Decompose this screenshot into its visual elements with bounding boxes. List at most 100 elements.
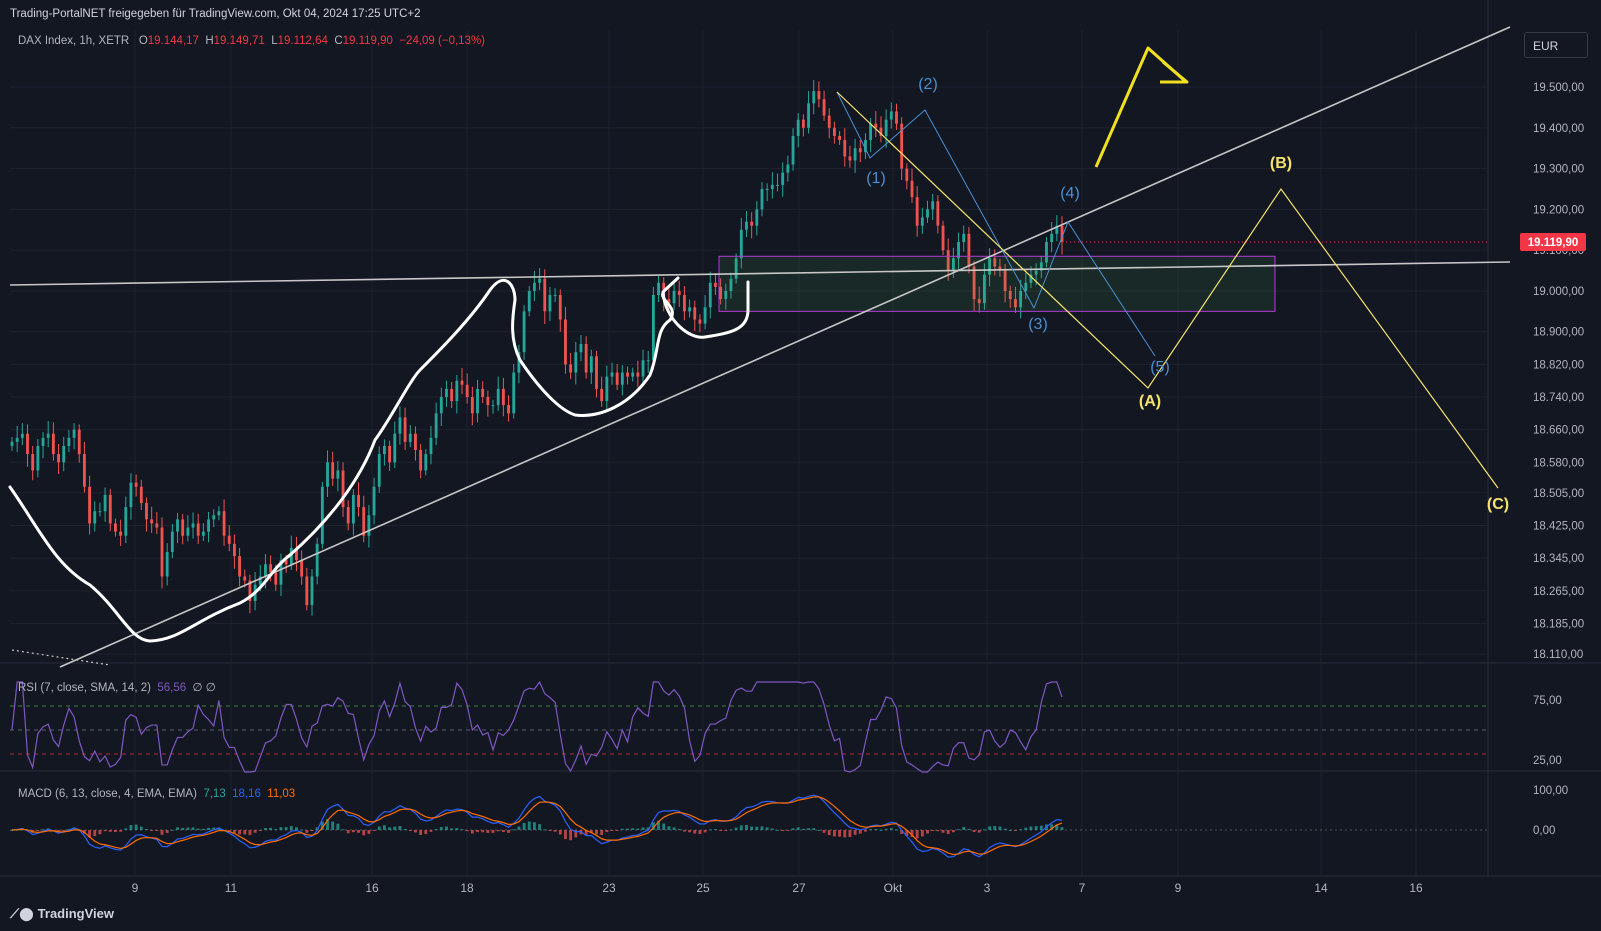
candle-body [336,470,340,479]
macd-histogram-bar [801,828,805,830]
candle-body [998,266,1002,271]
macd-histogram-bar [615,830,619,831]
candle-body [564,319,567,365]
time-tick-label: 14 [1314,881,1328,895]
candle-body [315,543,319,577]
candle-body [993,258,997,267]
macd-histogram-bar [812,828,816,830]
macd-histogram-bar [905,830,909,836]
macd-histogram-bar [351,830,355,833]
candle-body [1029,274,1033,283]
price-tick-label: 18.185,00 [1533,618,1584,630]
macd-histogram-bar [145,829,148,831]
macd-histogram-bar [1019,829,1023,831]
macd-histogram-bar [977,830,981,833]
candle-body [62,445,66,463]
macd-histogram-bar [424,830,428,835]
candle-body [98,511,102,513]
macd-histogram-bar [719,830,723,831]
candle-body [496,388,500,406]
candle-body [646,360,650,362]
time-tick-label: 25 [696,881,710,895]
candle-body [853,148,857,161]
currency-button[interactable]: EUR [1524,32,1588,58]
candle-body [532,282,536,291]
macd-histogram-bar [181,827,185,830]
close-value: 19.119,90 [342,35,393,47]
candle-body [67,437,71,446]
wave-label: (A) [1139,393,1161,410]
candle-body [212,515,216,520]
macd-histogram-bar [289,826,293,830]
candle-body [864,140,867,153]
close-label: C [334,35,343,47]
macd-histogram-bar [398,825,402,830]
candle-body [791,135,795,165]
candle-body [693,307,697,320]
macd-histogram-bar [703,830,707,833]
rsi-tick-label: 25,00 [1533,755,1562,767]
macd-histogram-bar [227,830,231,832]
macd-histogram-bar [165,830,169,834]
candle-body [326,462,329,487]
price-tick-label: 18.505,00 [1533,488,1584,500]
candle-body [103,494,107,512]
change-value: −24,09 (−0,13%) [399,35,485,47]
last-price-label: 19.119,90 [1528,237,1579,249]
candle-body [848,156,852,161]
candle-body [812,91,816,104]
macd-histogram-bar [331,821,335,830]
candle-body [77,429,81,455]
macd-histogram-bar [739,825,743,830]
candle-body [957,242,960,259]
candle-body [620,372,624,385]
high-label: H [205,35,214,47]
candle-body [1034,270,1038,275]
macd-histogram-bar [605,830,609,833]
macd-histogram-bar [874,828,878,830]
candle-body [346,507,350,524]
macd-histogram-bar [186,827,190,830]
candle-body [951,258,955,271]
macd-histogram-bar [698,830,702,835]
macd-histogram-bar [517,826,521,830]
candle-body [165,552,169,577]
candle-body [486,397,490,406]
macd-histogram-bar [1008,829,1012,831]
macd-name: MACD (6, 13, close, 4, EMA, EMA) [18,788,197,800]
candle-body [145,503,148,520]
symbol-label: DAX Index, 1h, XETR [18,35,130,47]
candle-body [946,250,950,271]
macd-histogram-bar [714,829,717,831]
price-tick-label: 18.265,00 [1533,586,1584,598]
candle-body [703,307,707,324]
low-value: 19.112,64 [277,35,328,47]
candle-body [600,388,604,402]
macd-histogram-bar [119,830,123,832]
macd-histogram-bar [667,826,671,830]
arrow-head-icon [1160,60,1189,84]
tradingview-logo[interactable]: ⟋⬤ TradingView [10,906,114,922]
rsi-value: 56,56 [157,682,187,694]
candle-body [419,450,423,471]
candle-body [310,576,314,606]
macd-histogram-bar [682,830,686,832]
candle-body [284,560,288,565]
macd-histogram-bar [248,830,252,836]
macd-histogram-bar [460,829,464,831]
candle-body [879,127,883,136]
candle-body [201,531,205,536]
logo-text: TradingView [37,906,114,921]
candle-body [357,494,360,508]
macd-histogram-bar [620,828,624,830]
macd-histogram-bar [486,830,490,833]
time-tick-label: 9 [1175,881,1182,895]
candle-body [26,433,29,455]
wave-label: (3) [1028,316,1048,333]
macd-histogram-bar [853,830,857,835]
macd-histogram-bar [481,830,485,833]
time-tick-label: 3 [984,881,991,895]
wave-label: (4) [1060,185,1080,202]
wave-label: (5) [1150,359,1170,376]
